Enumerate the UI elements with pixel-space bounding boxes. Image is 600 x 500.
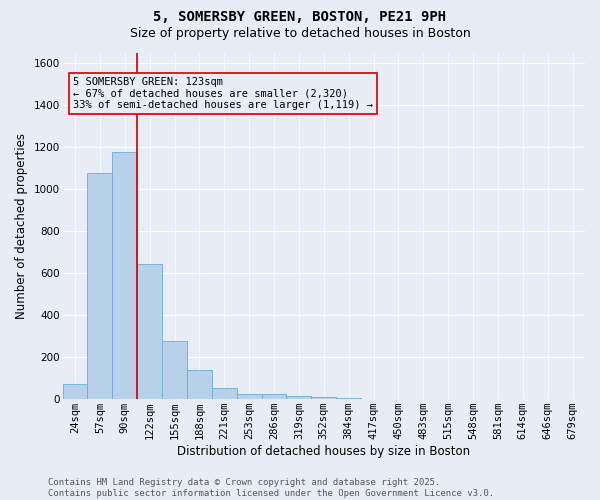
Bar [137,264,162,398]
Bar [262,394,286,398]
Text: Contains HM Land Registry data © Crown copyright and database right 2025.
Contai: Contains HM Land Registry data © Crown c… [48,478,494,498]
Bar [88,173,112,398]
Text: 5, SOMERSBY GREEN, BOSTON, PE21 9PH: 5, SOMERSBY GREEN, BOSTON, PE21 9PH [154,10,446,24]
Text: 5 SOMERSBY GREEN: 123sqm
← 67% of detached houses are smaller (2,320)
33% of sem: 5 SOMERSBY GREEN: 123sqm ← 67% of detach… [73,76,373,110]
Text: Size of property relative to detached houses in Boston: Size of property relative to detached ho… [130,28,470,40]
X-axis label: Distribution of detached houses by size in Boston: Distribution of detached houses by size … [177,444,470,458]
Bar [112,152,137,398]
Bar [187,370,212,398]
Bar [62,384,88,398]
Bar [286,396,311,398]
Bar [162,341,187,398]
Bar [311,396,336,398]
Y-axis label: Number of detached properties: Number of detached properties [15,132,28,318]
Bar [237,394,262,398]
Bar [212,388,237,398]
